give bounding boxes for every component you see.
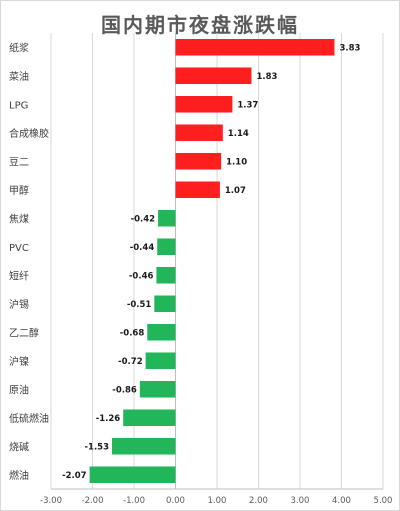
bar: [112, 437, 176, 455]
category-label: 烧碱: [9, 440, 29, 453]
value-label: 1.10: [226, 157, 247, 167]
category-label: PVC: [9, 243, 29, 254]
bar: [175, 67, 252, 85]
category-label: 合成橡胶: [9, 127, 49, 140]
value-label: -1.53: [85, 442, 110, 452]
category-label: 纸浆: [9, 41, 29, 54]
value-label: 1.37: [237, 100, 258, 110]
value-label: 1.14: [228, 129, 249, 139]
value-label: -0.51: [127, 300, 152, 310]
category-label: LPG: [9, 100, 28, 111]
x-tick-label: 0.00: [166, 496, 185, 506]
x-tick-label: 3.00: [291, 496, 310, 506]
bar: [175, 124, 223, 142]
value-label: 1.07: [225, 186, 246, 196]
bar: [147, 323, 176, 341]
value-label: -0.72: [118, 357, 143, 367]
x-tick-label: 4.00: [332, 496, 351, 506]
value-label: 1.83: [256, 72, 277, 82]
category-label: 燃油: [9, 469, 29, 482]
x-tick-label: 1.00: [208, 496, 227, 506]
bar: [123, 409, 176, 427]
x-tick-label: 5.00: [374, 496, 393, 506]
category-label: 原油: [9, 383, 29, 396]
value-label: -2.07: [62, 471, 87, 481]
bar: [157, 238, 176, 256]
bar: [156, 266, 176, 284]
value-label: -0.44: [130, 243, 155, 253]
category-label: 菜油: [9, 70, 29, 83]
bar: [175, 95, 233, 113]
value-label: -0.68: [120, 328, 145, 338]
bar: [175, 181, 220, 199]
bar: [175, 152, 222, 170]
bar: [89, 466, 176, 484]
category-label: 短纤: [9, 269, 29, 282]
category-label: 低硫燃油: [9, 412, 49, 425]
value-label: -1.26: [96, 414, 121, 424]
category-label: 豆二: [9, 156, 29, 168]
x-tick-label: -1.00: [123, 496, 145, 506]
x-tick-label: 2.00: [249, 496, 268, 506]
bar: [145, 352, 176, 370]
category-label: 沪锡: [9, 298, 29, 311]
bar: [175, 38, 335, 56]
bar: [158, 209, 176, 227]
value-label: -0.46: [129, 271, 154, 281]
category-label: 甲醇: [9, 184, 29, 197]
x-tick-label: -2.00: [82, 496, 104, 506]
category-label: 焦煤: [9, 212, 29, 225]
bar: [139, 380, 176, 398]
value-label: -0.42: [131, 214, 156, 224]
category-label: 沪镍: [9, 355, 29, 368]
category-label: 乙二醇: [9, 326, 39, 339]
bar: [154, 295, 176, 313]
value-label: -0.86: [112, 385, 137, 395]
x-tick-label: -3.00: [40, 496, 62, 506]
value-label: 3.83: [339, 43, 360, 53]
